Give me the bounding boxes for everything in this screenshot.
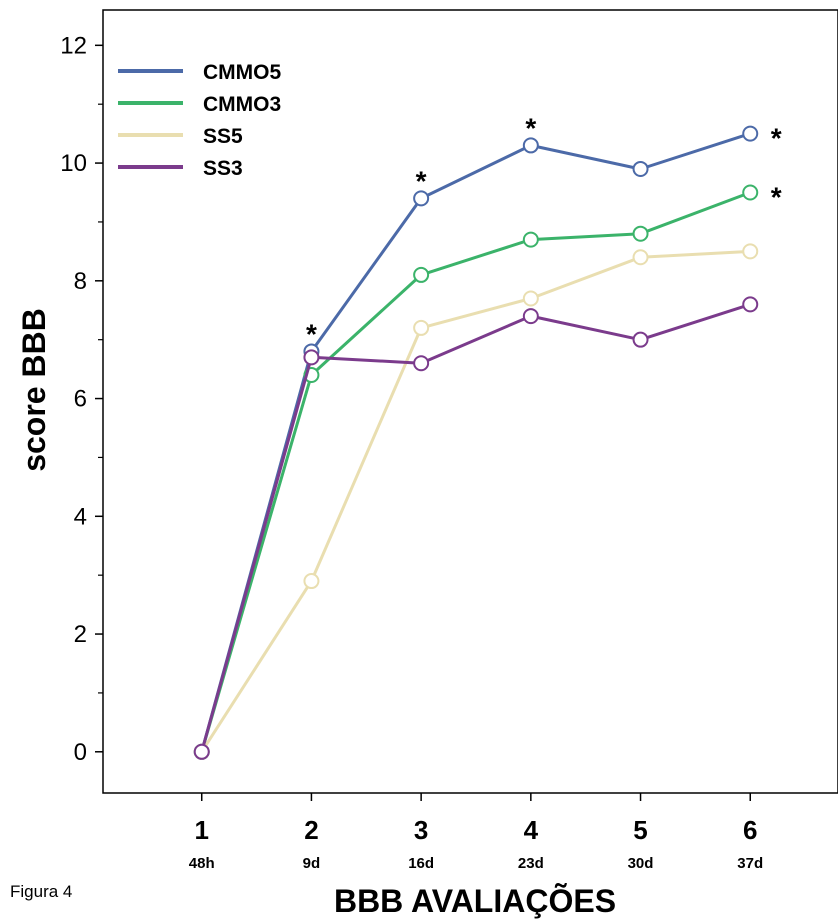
legend-label: CMMO5 [203,61,281,84]
legend: CMMO5 CMMO3 SS5 SS3 [118,61,281,180]
data-point [742,296,759,313]
figure-label: Figura 4 [10,882,72,901]
x-tick-sublabel: 30d [628,855,654,872]
plot-frame [102,9,838,794]
series-ss5 [193,243,759,760]
data-point [742,184,759,201]
data-point [632,225,649,242]
data-point [413,319,430,336]
legend-label: CMMO3 [203,93,281,116]
x-tick-sublabel: 16d [408,855,434,872]
data-point [522,290,539,307]
significance-star: * [771,182,782,213]
series-line [200,132,751,753]
significance-star: * [771,123,782,154]
significance-star: * [416,165,427,196]
data-point [742,243,759,260]
y-axis: 0 2 4 6 8 10 12 [60,32,103,766]
x-tick-label: 5 [633,815,647,845]
y-axis-title: score BBB [16,308,52,472]
data-point [522,308,539,325]
x-tick-label: 1 [194,815,208,845]
series-line [200,302,751,753]
x-tick-label: 4 [524,815,539,845]
data-point [413,190,430,207]
y-tick-label: 8 [74,268,87,295]
series-line [200,249,751,753]
x-tick-sublabel: 48h [189,855,215,872]
series-line [200,191,751,753]
significance-star: * [306,318,317,349]
annotation-layer: * * * * * [306,112,782,349]
legend-label: SS5 [203,125,243,148]
y-tick-label: 6 [74,386,87,413]
data-point [522,137,539,154]
data-point [303,573,320,590]
x-axis-title: BBB AVALIAÇÕES [334,883,616,919]
y-tick-label: 10 [60,150,87,177]
data-point [413,355,430,372]
legend-label: SS3 [203,157,243,180]
y-tick-label: 0 [74,739,87,766]
significance-star: * [525,112,536,143]
x-tick-label: 6 [743,815,757,845]
x-tick-sublabel: 23d [518,855,544,872]
series-ss3 [193,296,759,760]
y-tick-label: 12 [60,32,87,59]
y-tick-label: 4 [74,503,87,530]
y-tick-label: 2 [74,621,87,648]
x-tick-label: 2 [304,815,318,845]
x-axis: 1 48h 2 9d 3 16d 4 23d 5 30d 6 37d [189,793,763,872]
data-point [632,331,649,348]
x-tick-label: 3 [414,815,428,845]
data-point [742,125,759,142]
data-point [632,249,649,266]
data-point [413,266,430,283]
series-layer [193,125,759,760]
data-point [632,160,649,177]
x-tick-sublabel: 9d [303,855,321,872]
data-point [193,743,210,760]
x-tick-sublabel: 37d [737,855,763,872]
data-point [303,349,320,366]
data-point [522,231,539,248]
